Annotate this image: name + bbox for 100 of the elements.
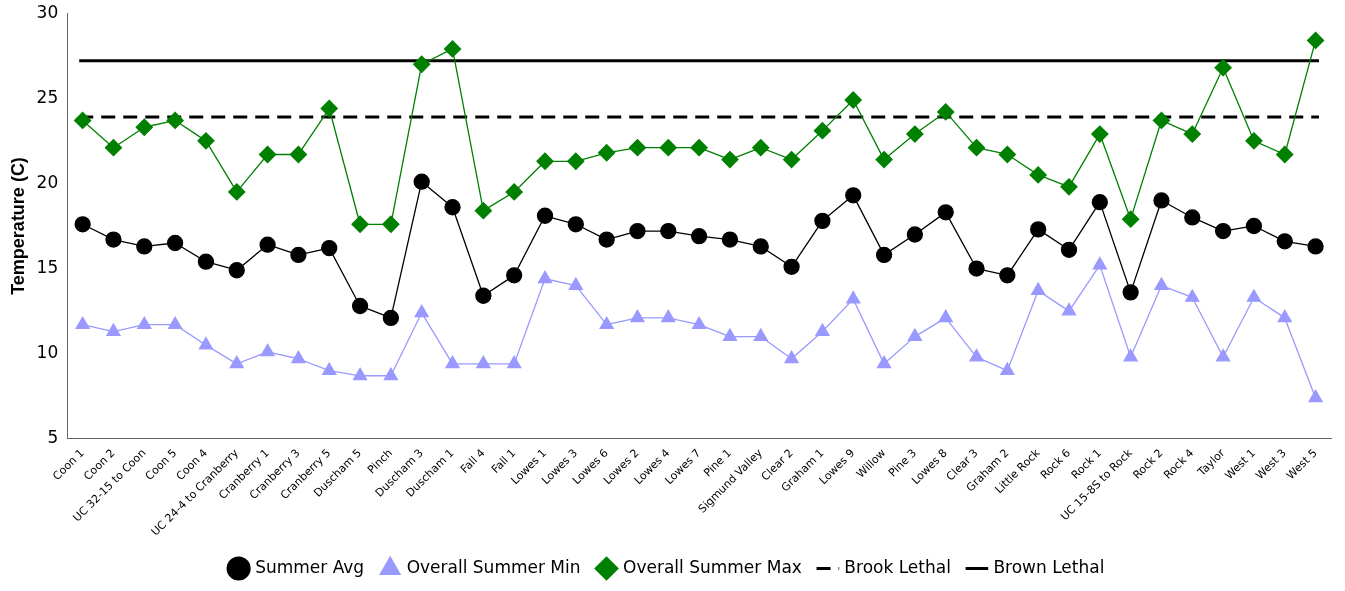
point <box>382 309 400 327</box>
point <box>845 187 862 204</box>
point <box>289 145 308 164</box>
point <box>291 350 306 364</box>
point <box>229 355 244 369</box>
point <box>197 132 215 150</box>
point <box>290 246 307 264</box>
point <box>814 212 831 230</box>
point <box>690 139 708 157</box>
point <box>104 139 123 157</box>
y-tick-label: 10 <box>36 342 59 363</box>
point <box>1029 166 1047 184</box>
point <box>137 316 152 330</box>
point <box>1061 302 1077 316</box>
point <box>629 222 646 240</box>
point <box>536 152 554 170</box>
point <box>258 145 277 164</box>
point <box>321 239 338 257</box>
point <box>906 125 924 143</box>
point <box>753 328 768 342</box>
point <box>1183 125 1201 143</box>
y-tick-label: 15 <box>36 256 59 277</box>
legend-label: Overall Summer Max <box>623 556 802 577</box>
point <box>507 355 522 369</box>
point <box>630 309 645 323</box>
point <box>598 231 615 248</box>
point <box>1307 238 1324 255</box>
point <box>876 355 892 369</box>
point <box>721 231 739 248</box>
point <box>998 145 1016 164</box>
y-tick-label: 25 <box>36 86 59 107</box>
point <box>166 234 184 252</box>
point <box>1245 132 1263 150</box>
point <box>1214 59 1232 77</box>
point <box>937 103 955 121</box>
point <box>73 111 92 130</box>
point <box>259 236 276 253</box>
point <box>1185 289 1200 302</box>
point <box>1214 222 1232 240</box>
point <box>1060 178 1078 196</box>
legend-label: Summer Avg <box>255 556 365 577</box>
y-axis-title: Temperature (C) <box>7 157 28 295</box>
point <box>352 367 368 381</box>
point <box>197 253 215 270</box>
point <box>722 328 738 342</box>
point <box>567 216 584 233</box>
point <box>1122 284 1139 301</box>
point <box>907 328 923 342</box>
point <box>351 297 369 315</box>
point <box>474 202 492 220</box>
point <box>815 323 830 336</box>
point <box>537 270 553 284</box>
point <box>536 207 554 224</box>
point <box>752 238 769 255</box>
point <box>382 215 400 233</box>
point <box>1277 309 1292 323</box>
point <box>105 231 122 248</box>
point <box>937 204 954 221</box>
point <box>198 336 214 350</box>
point <box>413 55 431 73</box>
legend-label: Brown Lethal <box>993 556 1105 577</box>
point <box>844 91 862 109</box>
point <box>659 139 677 157</box>
point <box>228 183 246 201</box>
point <box>1276 145 1294 164</box>
point <box>1245 217 1263 235</box>
x-tick-label: Fall 4 <box>458 446 488 476</box>
point <box>1031 282 1046 296</box>
point <box>505 183 523 201</box>
point <box>1152 111 1171 130</box>
point <box>1123 348 1138 362</box>
y-tick-label: 20 <box>36 171 59 192</box>
point <box>167 316 183 330</box>
point <box>661 309 676 323</box>
point <box>383 367 399 381</box>
legend-label: Brook Lethal <box>844 556 951 577</box>
point <box>782 150 801 169</box>
point <box>260 343 275 357</box>
point <box>475 287 492 304</box>
point <box>969 348 984 362</box>
point <box>106 323 121 336</box>
point <box>135 118 153 136</box>
point <box>999 267 1016 284</box>
point <box>1000 362 1015 376</box>
point <box>1215 348 1231 362</box>
point <box>1030 221 1047 238</box>
point <box>567 152 585 170</box>
point <box>136 238 153 255</box>
point <box>752 139 770 157</box>
point <box>322 362 337 376</box>
legend-label: Overall Summer Min <box>406 556 581 577</box>
point <box>846 291 861 304</box>
point <box>783 258 800 275</box>
point <box>784 350 799 364</box>
point <box>690 228 708 245</box>
point <box>443 40 462 58</box>
point <box>875 150 893 169</box>
point <box>568 277 583 290</box>
point <box>660 222 677 240</box>
point <box>444 199 461 216</box>
